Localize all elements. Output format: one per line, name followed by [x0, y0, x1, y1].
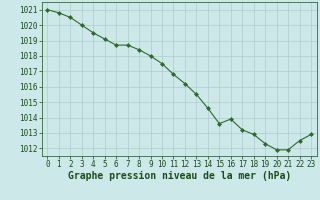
X-axis label: Graphe pression niveau de la mer (hPa): Graphe pression niveau de la mer (hPa)	[68, 171, 291, 181]
